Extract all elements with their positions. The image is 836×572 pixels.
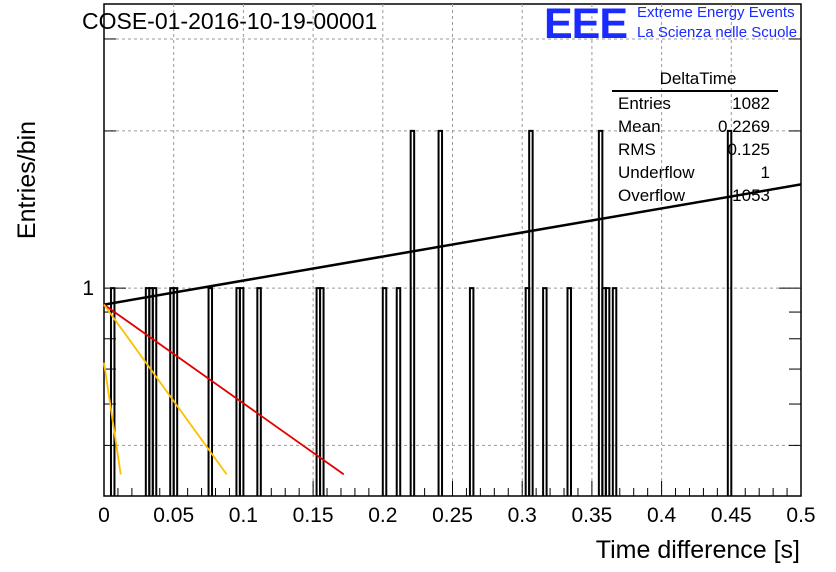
histogram-bin [319, 287, 325, 496]
histogram-bin [611, 287, 618, 496]
stats-label: Mean [618, 117, 661, 136]
histogram-bin [256, 287, 262, 496]
y-tick-label: 1 [82, 277, 94, 300]
chart-title: COSE-01-2016-10-19-00001 [82, 8, 378, 34]
stats-label: RMS [618, 140, 656, 159]
histogram-bin [542, 287, 548, 496]
histogram-bin [528, 129, 534, 496]
x-tick-label: 0.2 [368, 504, 397, 527]
stats-row-entries: Entries 1082 [612, 92, 778, 115]
stats-row-overflow: Overflow 1053 [612, 184, 778, 207]
y-axis-label: Entries/bin [13, 121, 41, 239]
histogram-bin [207, 287, 214, 496]
stats-value: 1053 [732, 186, 770, 205]
fit-line [103, 183, 802, 306]
histogram-bin [172, 287, 179, 496]
stats-label: Overflow [618, 186, 686, 205]
histogram-bin [151, 287, 158, 496]
x-tick-label: 0.45 [711, 504, 752, 527]
stats-title: DeltaTime [612, 68, 778, 92]
fit-line [103, 303, 345, 476]
x-axis-label: Time difference [s] [596, 536, 800, 564]
stats-row-rms: RMS 0.125 [612, 138, 778, 161]
histogram-bars [109, 129, 733, 496]
ticks-layer: 0 0.05 0.1 0.15 0.2 0.25 0.3 0.35 0.4 0.45 0.5 1 [82, 38, 816, 527]
stats-row-underflow: Underflow 1 [612, 161, 778, 184]
stats-value: 0.2269 [718, 117, 770, 136]
histogram-bin [381, 287, 388, 496]
histogram-bin [468, 287, 475, 496]
logo-line-1: Extreme Energy Events [637, 4, 795, 21]
x-tick-label: 0.15 [293, 504, 334, 527]
stats-value: 0.125 [727, 140, 770, 159]
x-tick-label: 0.4 [647, 504, 677, 527]
histogram-bin [437, 129, 444, 496]
x-tick-label: 0.05 [153, 504, 194, 527]
stats-value: 1 [760, 163, 770, 182]
x-tick-label: 0.3 [508, 504, 537, 527]
x-tick-label: 0.5 [786, 504, 815, 527]
histogram-bin [409, 129, 416, 496]
x-tick-label: 0.1 [229, 504, 258, 527]
histogram-bin [109, 287, 116, 496]
grid-layer [104, 4, 801, 496]
x-tick-label: 0 [98, 504, 110, 527]
x-tick-label: 0.25 [432, 504, 473, 527]
eee-logo: EEE [544, 0, 628, 48]
fit-line [103, 304, 228, 475]
stats-box: DeltaTime Entries 1082 Mean 0.2269 RMS 0… [612, 68, 778, 207]
histogram-bin [395, 287, 402, 496]
stats-row-mean: Mean 0.2269 [612, 115, 778, 138]
fit-lines [103, 183, 802, 476]
stats-label: Entries [618, 94, 671, 113]
stats-value: 1082 [732, 94, 770, 113]
histogram-bin [566, 287, 572, 496]
stats-label: Underflow [618, 163, 695, 182]
fit-line [103, 362, 122, 475]
histogram-bin [604, 287, 611, 496]
histogram-bin [726, 129, 733, 496]
histogram-bin [238, 287, 245, 496]
x-tick-label: 0.35 [571, 504, 612, 527]
logo-line-2: La Scienza nelle Scuole [637, 24, 798, 41]
